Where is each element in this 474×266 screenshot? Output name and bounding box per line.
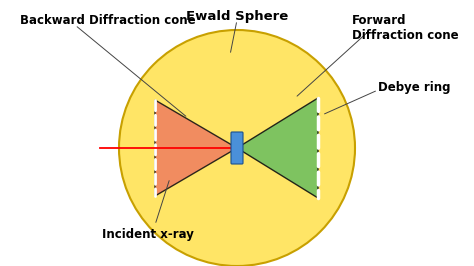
Polygon shape: [155, 100, 237, 196]
Text: Incident x-ray: Incident x-ray: [102, 228, 194, 241]
Polygon shape: [237, 98, 318, 198]
Text: Debye ring: Debye ring: [378, 81, 450, 94]
Text: Ewald Sphere: Ewald Sphere: [186, 10, 288, 23]
Ellipse shape: [119, 30, 355, 266]
Text: Forward
Diffraction cone: Forward Diffraction cone: [352, 14, 459, 42]
FancyBboxPatch shape: [231, 132, 243, 164]
Text: Backward Diffraction cone: Backward Diffraction cone: [20, 14, 196, 27]
